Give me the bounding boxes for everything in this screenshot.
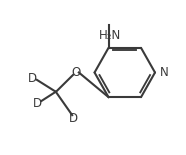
Text: O: O [71, 66, 81, 79]
Text: H₂N: H₂N [99, 29, 121, 42]
Text: D: D [69, 112, 78, 125]
Text: D: D [28, 72, 37, 85]
Text: N: N [160, 66, 169, 79]
Text: D: D [33, 97, 42, 110]
